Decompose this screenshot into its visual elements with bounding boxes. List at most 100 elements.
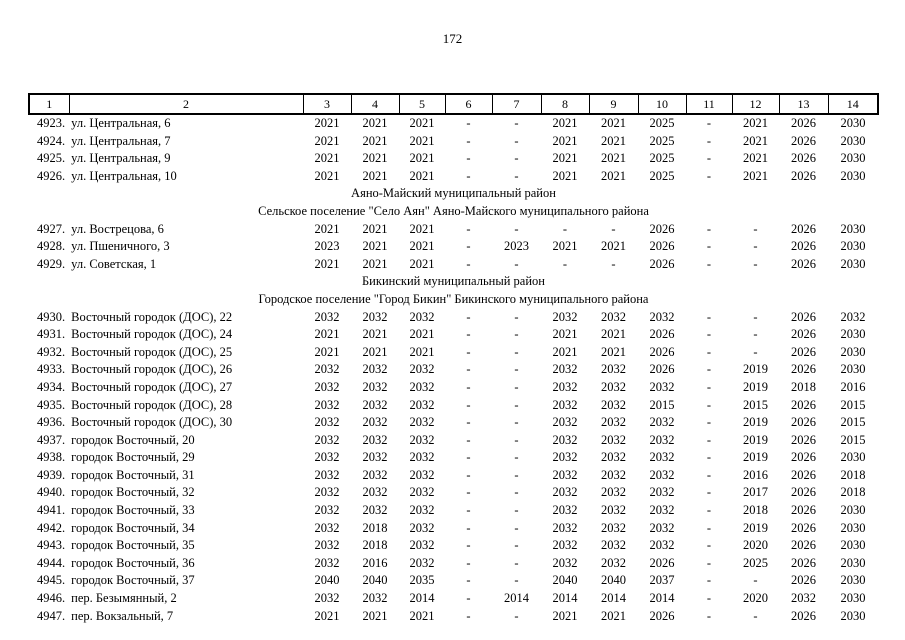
year-cell: - (466, 555, 471, 570)
year-cell: 2021 (409, 116, 435, 130)
column-header: 11 (685, 93, 733, 115)
year-cell: 2026 (791, 555, 816, 570)
table-row: 4945. городок Восточный, 37 2040 2040 2035 -… (29, 572, 878, 590)
year-cell: 2021 (743, 116, 768, 130)
table-row: 4928. ул. Пшеничного, 3 2023 2021 2021 - 2023… (29, 238, 878, 256)
address-cell: 4936. Восточный городок (ДОС), 30 (29, 414, 303, 432)
table-row: 4937. городок Восточный, 20 2032 2032 2032 -… (29, 432, 878, 450)
year-cell: 2026 (791, 239, 816, 254)
column-header: 3 (302, 93, 352, 115)
year-cell: - (466, 415, 471, 430)
year-cell: - (753, 221, 758, 236)
year-cell: - (753, 344, 758, 359)
year-cell: 2032 (601, 485, 626, 500)
year-cell: 2032 (409, 309, 435, 324)
year-cell: - (611, 256, 616, 271)
year-cell: 2032 (362, 503, 388, 518)
address-cell: 4926. ул. Центральная, 10 (29, 168, 303, 186)
year-cell: 2015 (743, 397, 768, 412)
row-address: городок Восточный, 31 (68, 467, 195, 482)
year-cell: 2030 (840, 503, 866, 518)
year-cell: - (706, 116, 712, 130)
year-cell: 2032 (552, 415, 578, 430)
year-cell: - (611, 221, 616, 236)
year-cell: 2032 (409, 362, 435, 377)
year-cell: 2026 (791, 362, 816, 377)
row-number: 4926. (37, 168, 66, 183)
table-row: 4935. Восточный городок (ДОС), 28 2032 203… (29, 397, 878, 415)
table-row: 4933. Восточный городок (ДОС), 26 2032 203… (29, 361, 878, 379)
year-cell: 2032 (409, 432, 435, 447)
table-row: 4947. пер. Вокзальный, 7 2021 2021 2021 - - 20… (29, 608, 878, 626)
year-cell: 2021 (409, 168, 435, 183)
year-cell: - (514, 362, 519, 377)
year-cell: 2032 (649, 485, 675, 500)
row-number: 4943. (37, 538, 66, 553)
year-cell: - (706, 362, 712, 377)
year-cell: - (466, 467, 471, 482)
year-cell: 2018 (362, 520, 388, 535)
year-cell: 2032 (314, 379, 340, 394)
year-cell: - (706, 432, 712, 447)
year-cell: - (514, 151, 519, 166)
address-cell: 4941. городок Восточный, 33 (29, 502, 303, 520)
year-cell: 2014 (649, 591, 675, 606)
year-cell: - (466, 397, 471, 412)
year-cell: 2021 (314, 327, 340, 342)
year-cell: 2016 (743, 467, 768, 482)
year-cell: 2021 (601, 151, 626, 166)
row-number: 4930. (37, 309, 66, 324)
year-cell: 2023 (504, 239, 529, 254)
year-cell: - (514, 397, 519, 412)
year-cell: - (753, 256, 758, 271)
year-cell: 2032 (552, 485, 578, 500)
year-cell: - (514, 256, 519, 271)
column-header: 10 (637, 93, 687, 115)
column-header: 8 (540, 93, 590, 115)
row-number: 4946. (37, 591, 66, 606)
year-cell: 2032 (409, 450, 435, 465)
year-cell: 2032 (601, 538, 626, 553)
year-cell: 2026 (791, 538, 816, 553)
row-address: ул. Центральная, 9 (68, 151, 171, 166)
row-address: пер. Вокзальный, 7 (68, 608, 174, 623)
year-cell: 2021 (409, 151, 435, 166)
year-cell: 2015 (840, 397, 866, 412)
year-cell: 2021 (552, 151, 578, 166)
year-cell: - (753, 573, 758, 588)
year-cell: - (466, 256, 471, 271)
year-cell: 2032 (314, 397, 340, 412)
year-cell: 2035 (409, 573, 435, 588)
column-header: 2 (68, 93, 304, 115)
section-label: Сельское поселение "Село Аян" Аяно-Майск… (258, 203, 649, 218)
row-address: Восточный городок (ДОС), 22 (68, 309, 233, 324)
column-header: 9 (588, 93, 639, 115)
section-label: Бикинский муниципальный район (362, 274, 545, 289)
row-address: ул. Советская, 1 (68, 256, 157, 271)
year-cell: 2030 (840, 151, 866, 166)
table-row: 4924. ул. Центральная, 7 2021 2021 2021 - - 20… (29, 133, 878, 151)
year-cell: 2032 (552, 555, 578, 570)
year-cell: 2021 (362, 116, 388, 130)
year-cell: 2025 (649, 168, 675, 183)
year-cell: - (466, 573, 471, 588)
year-cell: - (706, 151, 712, 166)
year-cell: - (753, 239, 758, 254)
year-cell: 2032 (362, 591, 388, 606)
address-cell: 4933. Восточный городок (ДОС), 26 (29, 361, 303, 379)
year-cell: 2032 (314, 538, 340, 553)
year-cell: 2018 (791, 379, 816, 394)
address-cell: 4934. Восточный городок (ДОС), 27 (29, 379, 303, 397)
year-cell: - (514, 133, 519, 148)
year-cell: 2021 (601, 168, 626, 183)
year-cell: 2021 (362, 168, 388, 183)
row-address: городок Восточный, 36 (68, 555, 195, 570)
year-cell: - (514, 168, 519, 183)
address-cell: 4935. Восточный городок (ДОС), 28 (29, 397, 303, 415)
year-cell: 2032 (409, 415, 435, 430)
year-cell: 2026 (791, 608, 816, 623)
year-cell: 2026 (649, 608, 675, 623)
year-cell: 2040 (552, 573, 578, 588)
year-cell: - (706, 608, 712, 623)
table-row: 4927. ул. Вострецова, 6 2021 2021 2021 - - - - 2… (29, 221, 878, 239)
